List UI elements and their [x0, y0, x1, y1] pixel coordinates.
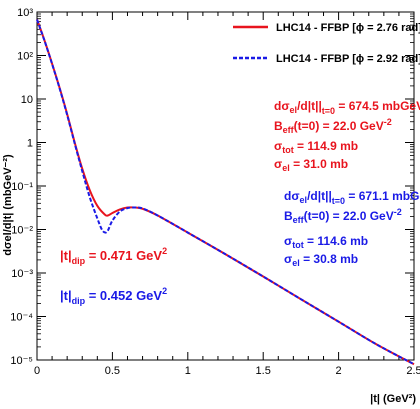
red-sigma-tot-line: σtot = 114.9 mb [274, 139, 358, 155]
legend: LHC14 - FFBP [ϕ = 2.76 rad] LHC14 - FFBP… [233, 22, 420, 65]
annotation-blue: dσel/d|t||t=0 = 671.1 mbGeV-2 Beff(t=0) … [284, 187, 420, 268]
legend-label-red: LHC14 - FFBP [ϕ = 2.76 rad] [276, 22, 420, 34]
blue-sigma-tot-line: σtot = 114.6 mb [284, 234, 368, 250]
red-beff-line: Beff(t=0) = 22.0 GeV-2 [274, 117, 392, 135]
y-tick-label: 10² [17, 51, 33, 63]
y-tick-label: 10⁻⁴ [10, 312, 33, 324]
blue-dsigma-line: dσel/d|t||t=0 = 671.1 mbGeV-2 [284, 187, 420, 206]
y-tick-label: 1 [27, 138, 33, 150]
x-axis-title: |t| (GeV²) [370, 393, 416, 405]
x-tick-label: 1 [185, 365, 191, 377]
red-sigma-el-line: σel = 31.0 mb [274, 157, 348, 173]
annotation-red: dσel/d|t||t=0 = 674.5 mbGeV-2 Beff(t=0) … [274, 97, 420, 173]
y-axis-title: dσel/d|t| (mbGeV⁻²) [2, 154, 14, 256]
y-tick-label: 10⁻³ [11, 268, 33, 280]
x-tick-label: 0 [34, 365, 40, 377]
y-tick-label: 10⁻² [11, 225, 33, 237]
x-tick-label: 2 [336, 365, 342, 377]
blue-beff-line: Beff(t=0) = 22.0 GeV-2 [284, 207, 402, 225]
y-tick-label: 10⁻¹ [11, 181, 33, 193]
y-tick-label: 10 [21, 94, 33, 106]
y-tick-label: 10³ [17, 7, 33, 19]
legend-label-blue: LHC14 - FFBP [ϕ = 2.92 rad] [276, 53, 420, 65]
red-dsigma-line: dσel/d|t||t=0 = 674.5 mbGeV-2 [274, 97, 420, 116]
tdip-red-label: |t|dip = 0.471 GeV2 [60, 246, 167, 266]
blue-sigma-el-line: σel = 30.8 mb [284, 252, 358, 268]
x-tick-label: 2.5 [406, 365, 420, 377]
y-tick-label: 10⁻⁵ [10, 355, 33, 367]
x-tick-label: 1.5 [256, 365, 271, 377]
x-tick-label: 0.5 [105, 365, 120, 377]
tdip-blue-label: |t|dip = 0.452 GeV2 [60, 286, 167, 306]
